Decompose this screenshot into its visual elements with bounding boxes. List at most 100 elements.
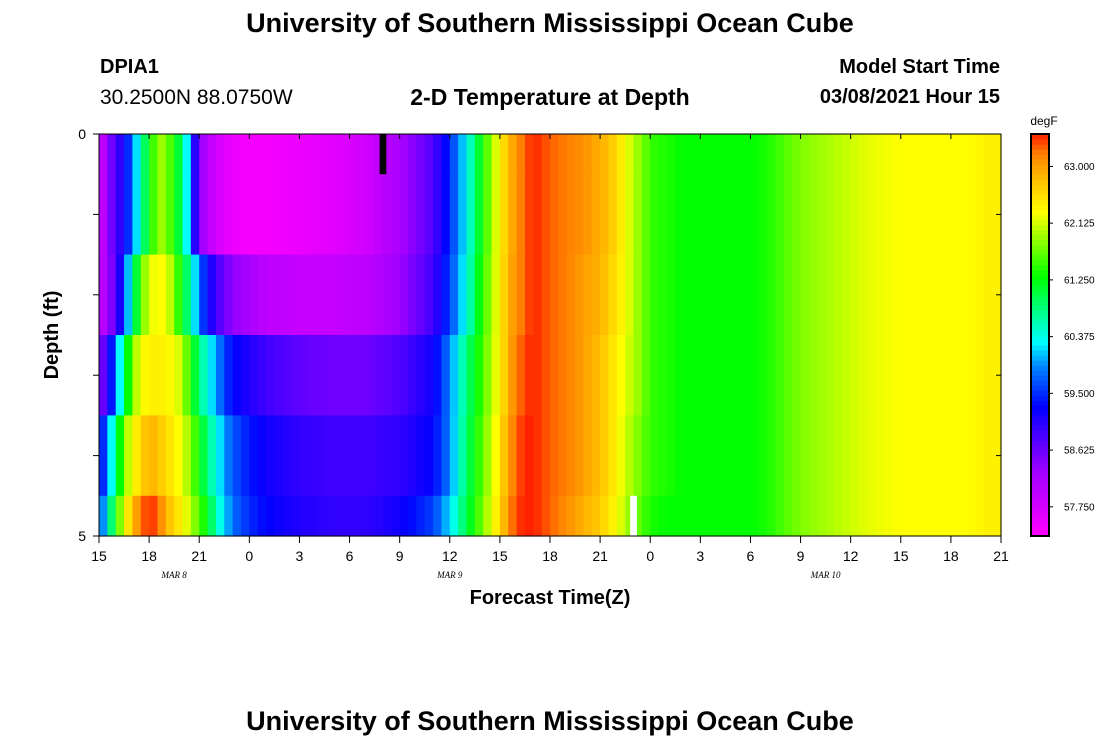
heatmap-cell <box>282 134 292 175</box>
heatmap-cell <box>132 254 142 336</box>
heatmap-cell <box>950 415 960 497</box>
x-tick-label: 0 <box>646 548 654 564</box>
heatmap-cell <box>249 254 259 336</box>
heatmap-cell <box>591 495 601 537</box>
heatmap-cell <box>884 174 894 256</box>
heatmap-cell <box>533 254 543 336</box>
colorbar-segment <box>1031 204 1049 210</box>
main-title: University of Southern Mississippi Ocean… <box>246 8 854 38</box>
plot-title: 2-D Temperature at Depth <box>410 84 690 110</box>
heatmap-cell <box>875 335 885 416</box>
colorbar-segment <box>1031 345 1049 351</box>
x-tick-label: 6 <box>747 548 755 564</box>
heatmap-cell <box>884 134 894 175</box>
heatmap-cell <box>758 495 768 537</box>
colorbar-segment <box>1031 279 1049 286</box>
heatmap-cell <box>516 335 526 416</box>
colorbar-segment <box>1031 485 1049 492</box>
heatmap-cell <box>658 495 668 537</box>
heatmap-cell <box>733 254 743 336</box>
heatmap-cell <box>641 335 651 416</box>
heatmap-cell <box>909 415 919 497</box>
heatmap-cell <box>708 335 718 416</box>
heatmap-cell <box>424 254 434 336</box>
heatmap-cell <box>508 134 518 175</box>
heatmap-cell <box>341 174 351 256</box>
heatmap-cell <box>758 174 768 256</box>
heatmap-cell <box>616 335 626 416</box>
heatmap-cell <box>675 254 685 336</box>
heatmap-cell <box>391 415 401 497</box>
heatmap-cell <box>675 335 685 416</box>
heatmap-cell <box>399 415 409 497</box>
heatmap-cell <box>182 415 192 497</box>
heatmap-cell <box>817 335 827 416</box>
heatmap-cell <box>99 254 108 336</box>
heatmap-cell <box>675 134 685 175</box>
heatmap-cell <box>99 174 108 256</box>
model-start-value: 03/08/2021 Hour 15 <box>819 86 1000 108</box>
colorbar-segment <box>1031 340 1049 346</box>
colorbar-segment <box>1031 335 1049 341</box>
heatmap-cell <box>458 254 468 336</box>
heatmap-cell <box>783 174 793 256</box>
heatmap-cell <box>900 495 910 537</box>
heatmap-cell <box>266 335 275 416</box>
heatmap-cell <box>149 415 159 497</box>
heatmap-cell <box>232 174 242 256</box>
heatmap-cell <box>157 495 167 537</box>
heatmap-cell <box>683 335 693 416</box>
heatmap-cell <box>591 254 601 336</box>
heatmap-cell <box>307 134 317 175</box>
heatmap-cell <box>466 495 476 537</box>
heatmap-cell <box>650 134 660 175</box>
heatmap-cell <box>416 335 426 416</box>
heatmap-cell <box>708 495 718 537</box>
heatmap-cell <box>408 174 417 256</box>
colorbar-segment <box>1031 500 1049 507</box>
heatmap-cell <box>608 174 618 256</box>
heatmap-cell <box>307 174 317 256</box>
heatmap-cell <box>433 134 443 175</box>
heatmap-cell <box>483 335 493 416</box>
heatmap-cell <box>182 134 192 175</box>
colorbar-segment <box>1031 375 1049 381</box>
heatmap-cell <box>366 254 376 336</box>
heatmap-cell <box>725 254 735 336</box>
x-tick-label: 21 <box>592 548 608 564</box>
heatmap-cell <box>750 254 760 336</box>
x-tick-label: 18 <box>943 548 959 564</box>
heatmap-cell <box>641 174 651 256</box>
colorbar-segment <box>1031 525 1049 532</box>
heatmap-cell <box>917 495 927 537</box>
colorbar-segment <box>1031 249 1049 256</box>
heatmap-cell <box>316 174 326 256</box>
heatmap-cell <box>307 415 317 497</box>
heatmap-cell <box>817 254 827 336</box>
colorbar-tick-label: 60.375 <box>1064 332 1095 343</box>
heatmap-cell <box>708 254 718 336</box>
heatmap-cell <box>558 174 568 256</box>
heatmap-cell <box>299 495 309 537</box>
heatmap-cell <box>332 254 342 336</box>
heatmap-cell <box>449 415 459 497</box>
colorbar-segment <box>1031 289 1049 296</box>
heatmap-cell <box>416 134 426 175</box>
heatmap-cell <box>149 134 159 175</box>
colorbar-segment <box>1031 435 1049 442</box>
heatmap-cell <box>892 134 902 175</box>
heatmap-cell <box>666 174 676 256</box>
heatmap-cell <box>299 174 309 256</box>
heatmap-cell <box>967 415 977 497</box>
heatmap-cell <box>867 415 877 497</box>
heatmap-cell <box>758 254 768 336</box>
heatmap-cell <box>833 495 843 537</box>
heatmap-cell <box>700 254 710 336</box>
heatmap-cell <box>449 495 459 537</box>
heatmap-cell <box>566 254 576 336</box>
heatmap-cell <box>149 495 159 537</box>
heatmap-cell <box>215 415 225 497</box>
heatmap-cell <box>725 495 735 537</box>
heatmap-cell <box>767 254 777 336</box>
heatmap-cell <box>458 335 468 416</box>
